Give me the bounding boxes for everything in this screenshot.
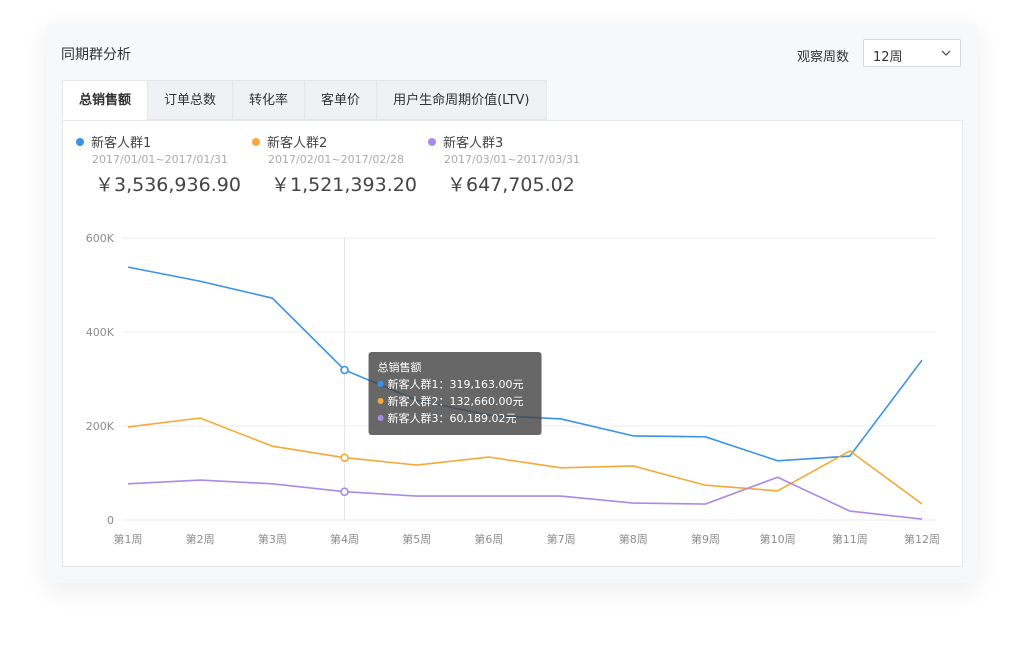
legend-label: 新客人群2 [267,135,327,151]
weeks-select[interactable]: 12周 [863,39,961,67]
legend-label: 新客人群3 [443,135,503,151]
x-tick-label: 第4周 [330,532,359,546]
summary-period: 2017/01/01~2017/01/31 [92,153,228,166]
chevron [941,50,951,56]
hover-point [340,453,349,462]
x-tick-label: 第7周 [547,532,576,546]
tab[interactable]: 客单价 [305,80,378,120]
x-tick-label: 第6周 [474,532,503,546]
series-line [127,417,923,505]
tab[interactable]: 用户生命周期价值(LTV) [377,80,547,120]
tooltip-dot [377,381,384,387]
tab[interactable]: 总销售额 [62,80,149,120]
panel: 新客人群1 2017/01/01~2017/01/31 ￥3,536,936.90 新… [62,120,963,567]
hover-point [340,487,349,497]
summary-period: 2017/03/01~2017/03/31 [444,153,580,166]
series-line [127,476,923,520]
tooltip: 总销售额新客人群1：319,163.00元新客人群2：132,660.00元新客… [368,352,542,435]
x-tick-label: 第12周 [904,532,940,546]
y-tick-label: 0 [107,514,114,527]
x-tick-label: 第5周 [402,532,431,546]
hover-point [340,365,349,375]
chart: 新客人群1 2017/01/01~2017/01/31 ￥3,536,936.90 新… [76,135,940,546]
x-tick-label: 第1周 [114,532,143,546]
tooltip-dot [377,415,384,421]
tooltip-title: 总销售额 [378,360,422,374]
tab[interactable]: 订单总数 [148,80,234,120]
x-tick-label: 第2周 [186,532,215,546]
x-tick-label: 第9周 [691,532,720,546]
tooltip-box [368,352,542,435]
tabs: 总销售额 订单总数 转化率 客单价 用户生命周期价值(LTV) [62,80,547,120]
summary-total: ￥647,705.02 [447,174,575,196]
legend-dot [252,138,260,146]
summary-total: ￥1,521,393.20 [271,174,417,196]
x-tick-label: 第10周 [760,532,796,546]
legend-dot [76,138,84,146]
y-tick-label: 200K [86,420,115,433]
x-tick-label: 第3周 [258,532,287,546]
x-tick-label: 第8周 [619,532,648,546]
weeks-label: 观察周数 [797,50,850,65]
summary-total: ￥3,536,936.90 [95,174,241,196]
tooltip-item: 新客人群2：132,660.00元 [388,394,524,408]
y-tick-label: 600K [86,232,115,245]
tooltip-item: 新客人群1：319,163.00元 [388,377,524,391]
legend-label: 新客人群1 [91,135,151,151]
x-tick-label: 第11周 [832,532,868,546]
legend-dot [428,138,436,146]
summary-period: 2017/02/01~2017/02/28 [268,153,404,166]
card-title: 同期群分析 [61,47,131,63]
weeks-value: 12周 [873,50,903,65]
tooltip-dot [377,398,384,404]
y-tick-label: 400K [86,326,115,339]
tooltip-item: 新客人群3：60,189.02元 [388,411,517,425]
card: 同期群分析 观察周数 12周 总销售额 订单总数 转化率 客单价 用户生命周期价值(LT… [47,24,977,583]
tab[interactable]: 转化率 [233,80,306,120]
